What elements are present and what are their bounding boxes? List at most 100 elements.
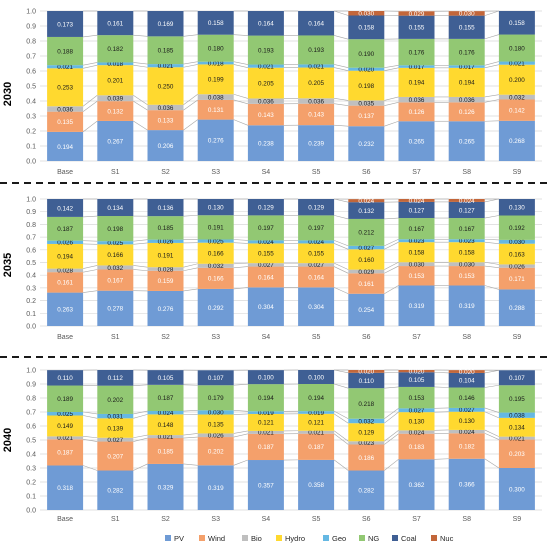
series-connector-line	[133, 435, 147, 438]
y-tick-label: 0.6	[26, 247, 36, 254]
x-category-label: S7	[412, 334, 421, 341]
data-label: 0.304	[258, 304, 274, 311]
y-tick-label: 0.7	[26, 54, 36, 61]
data-label: 0.110	[57, 375, 73, 382]
data-label: 0.155	[308, 251, 324, 258]
series-connector-line	[184, 62, 198, 64]
data-label: 0.036	[409, 97, 425, 104]
series-connector-line	[83, 216, 97, 217]
y-tick-label: 0.0	[26, 324, 36, 331]
data-label: 0.205	[308, 80, 324, 87]
series-connector-line	[485, 199, 499, 202]
data-label: 0.197	[258, 225, 274, 232]
series-connector-line	[184, 94, 198, 105]
x-category-label: S1	[111, 169, 120, 176]
series-connector-line	[234, 100, 248, 104]
series-connector-line	[234, 414, 248, 415]
data-label: 0.319	[409, 303, 425, 310]
data-label: 0.026	[509, 263, 525, 270]
data-label: 0.158	[208, 20, 224, 27]
data-label: 0.194	[57, 144, 73, 151]
y-tick-label: 0.1	[26, 144, 36, 151]
data-label: 0.292	[208, 305, 224, 312]
x-category-label: S2	[161, 169, 170, 176]
series-connector-line	[384, 65, 398, 67]
series-connector-line	[334, 240, 348, 245]
legend-swatch-hydro	[276, 535, 282, 541]
series-connector-line	[485, 216, 499, 219]
data-label: 0.158	[358, 25, 374, 32]
data-label: 0.036	[57, 106, 73, 113]
x-category-label: S4	[262, 169, 271, 176]
series-connector-line	[83, 436, 97, 437]
x-category-label: S3	[211, 334, 220, 341]
y-tick-label: 0.2	[26, 480, 36, 487]
y-tick-label: 0.5	[26, 260, 36, 267]
data-label: 0.126	[459, 109, 475, 116]
series-connector-line	[83, 121, 97, 132]
panel-year-label: 2040	[2, 428, 14, 452]
y-tick-label: 0.8	[26, 396, 36, 403]
data-label: 0.030	[358, 11, 374, 18]
data-label: 0.143	[308, 112, 324, 119]
series-connector-line	[485, 11, 499, 16]
data-label: 0.183	[409, 444, 425, 451]
series-connector-line	[334, 215, 348, 219]
data-label: 0.187	[308, 444, 324, 451]
data-label: 0.129	[258, 204, 274, 211]
data-label: 0.027	[258, 262, 274, 269]
series-connector-line	[234, 243, 248, 244]
series-connector-line	[384, 102, 398, 105]
series-connector-line	[184, 35, 198, 37]
data-label: 0.167	[409, 226, 425, 233]
x-category-label: S1	[111, 334, 120, 341]
data-label: 0.107	[208, 375, 224, 382]
data-label: 0.024	[459, 429, 475, 436]
series-connector-line	[384, 242, 398, 249]
legend-label: Coal	[401, 534, 417, 543]
series-connector-line	[334, 434, 348, 445]
data-label: 0.100	[258, 374, 274, 381]
data-label: 0.198	[358, 83, 374, 90]
data-label: 0.035	[358, 100, 374, 107]
x-category-label: S6	[362, 334, 371, 341]
series-connector-line	[184, 437, 198, 438]
x-category-label: S6	[362, 516, 371, 523]
data-label: 0.191	[208, 225, 224, 232]
series-connector-line	[133, 265, 147, 267]
data-label: 0.026	[57, 240, 73, 247]
data-label: 0.134	[107, 205, 123, 212]
series-connector-line	[485, 385, 499, 387]
data-label: 0.329	[158, 484, 174, 491]
x-category-label: S2	[161, 516, 170, 523]
data-label: 0.029	[409, 11, 425, 18]
data-label: 0.036	[459, 97, 475, 104]
data-label: 0.201	[107, 78, 123, 85]
data-label: 0.027	[459, 407, 475, 414]
data-label: 0.030	[459, 261, 475, 268]
data-label: 0.238	[258, 140, 274, 147]
data-label: 0.186	[358, 455, 374, 462]
data-label: 0.105	[409, 377, 425, 384]
data-label: 0.032	[208, 263, 224, 270]
data-label: 0.135	[208, 421, 224, 428]
data-label: 0.176	[459, 49, 475, 56]
data-label: 0.265	[459, 138, 475, 145]
x-category-label: S1	[111, 516, 120, 523]
data-label: 0.026	[158, 239, 174, 246]
x-category-label: S5	[312, 169, 321, 176]
data-label: 0.029	[358, 269, 374, 276]
data-label: 0.197	[308, 225, 324, 232]
data-label: 0.024	[409, 429, 425, 436]
data-label: 0.132	[358, 208, 374, 215]
data-label: 0.366	[459, 482, 475, 489]
x-category-label: S8	[462, 516, 471, 523]
y-tick-label: 0.1	[26, 494, 36, 501]
series-connector-line	[334, 263, 348, 269]
y-tick-label: 1.0	[26, 197, 36, 204]
data-label: 0.131	[208, 107, 224, 114]
y-tick-label: 0.9	[26, 382, 36, 389]
legend-label: NG	[368, 534, 379, 543]
data-label: 0.130	[509, 205, 525, 212]
data-label: 0.167	[459, 226, 475, 233]
